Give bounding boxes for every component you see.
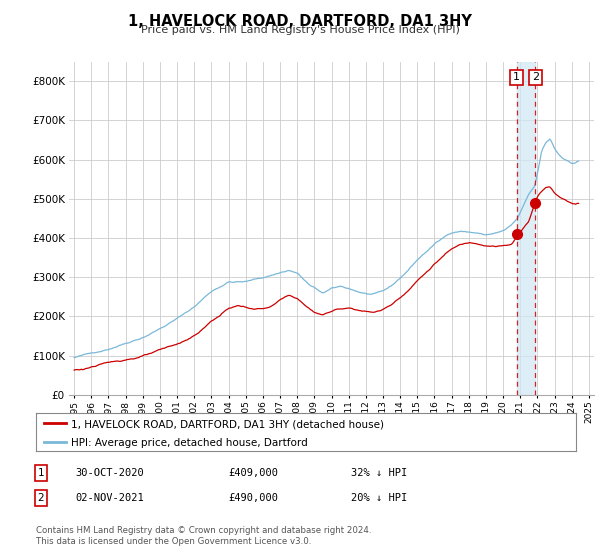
- Text: 02-NOV-2021: 02-NOV-2021: [75, 493, 144, 503]
- Bar: [517, 62, 535, 395]
- Text: Contains HM Land Registry data © Crown copyright and database right 2024.
This d: Contains HM Land Registry data © Crown c…: [36, 526, 371, 546]
- Text: 20% ↓ HPI: 20% ↓ HPI: [351, 493, 407, 503]
- Text: 1: 1: [37, 468, 44, 478]
- Text: 1, HAVELOCK ROAD, DARTFORD, DA1 3HY (detached house): 1, HAVELOCK ROAD, DARTFORD, DA1 3HY (det…: [71, 419, 384, 429]
- Text: £409,000: £409,000: [228, 468, 278, 478]
- Text: Price paid vs. HM Land Registry's House Price Index (HPI): Price paid vs. HM Land Registry's House …: [140, 25, 460, 35]
- Text: 32% ↓ HPI: 32% ↓ HPI: [351, 468, 407, 478]
- Text: HPI: Average price, detached house, Dartford: HPI: Average price, detached house, Dart…: [71, 438, 308, 448]
- Text: 2: 2: [37, 493, 44, 503]
- Text: 30-OCT-2020: 30-OCT-2020: [75, 468, 144, 478]
- Text: 1, HAVELOCK ROAD, DARTFORD, DA1 3HY: 1, HAVELOCK ROAD, DARTFORD, DA1 3HY: [128, 14, 472, 29]
- Text: 1: 1: [513, 72, 520, 82]
- Text: £490,000: £490,000: [228, 493, 278, 503]
- Text: 2: 2: [532, 72, 539, 82]
